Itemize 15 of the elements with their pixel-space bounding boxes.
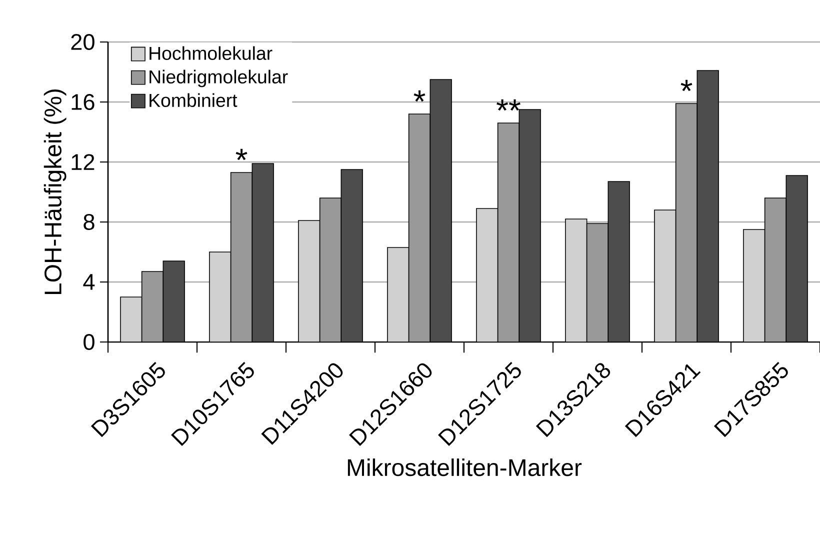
y-tick-label: 12 [72, 154, 94, 170]
y-axis-title: LOH-Häufigkeit (%) [44, 90, 66, 294]
y-tick-label: 16 [72, 94, 94, 110]
legend-label: Kombiniert [150, 93, 238, 108]
annotation: ** [496, 99, 520, 111]
legend-label: Niedrigmolekular [150, 70, 288, 88]
annotation: * [414, 90, 426, 102]
legend-label: Hochmolekular [150, 46, 272, 60]
annotation: * [680, 80, 692, 92]
y-tick-label: 20 [71, 34, 94, 50]
y-tick-label: 8 [84, 214, 94, 230]
y-tick-label: 0 [84, 334, 94, 350]
annotation: * [236, 148, 248, 160]
y-tick-label: 4 [83, 274, 95, 290]
x-axis-title: Mikrosatelliten-Marker [348, 458, 582, 476]
